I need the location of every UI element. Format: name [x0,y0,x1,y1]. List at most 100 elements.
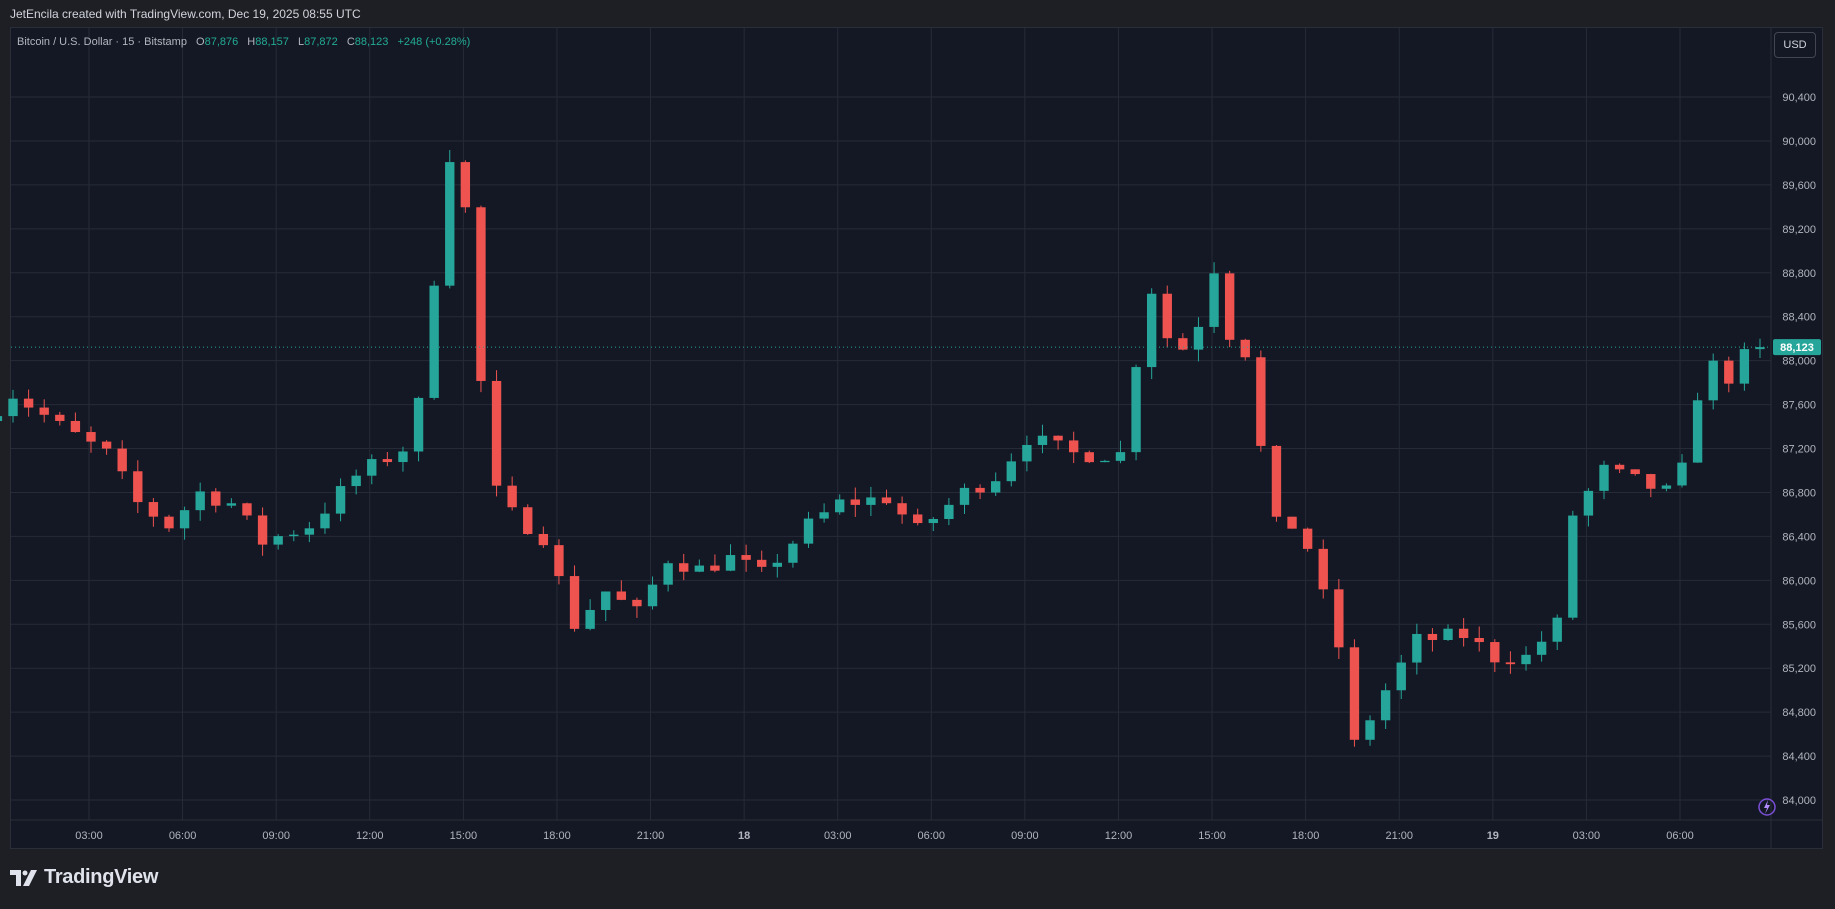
candle-body [1583,490,1594,516]
candle-body [1536,641,1547,655]
candle-body [1474,637,1484,643]
candle-body [1318,548,1328,590]
candle-body [1146,293,1157,368]
candle-body [460,162,471,208]
candle-body [382,459,393,463]
y-tick-label: 90,400 [1782,92,1816,104]
candle-body [1739,349,1750,384]
candle-body [1677,462,1687,486]
candle-body [663,563,673,585]
x-tick-label: 06:00 [169,830,197,842]
x-tick-label: 15:00 [1198,830,1226,842]
candle-body [647,584,658,607]
candle-body [1568,515,1578,618]
candle-body [1521,654,1531,665]
candle-body [1037,435,1048,445]
y-tick-label: 89,600 [1782,180,1816,192]
y-tick-label: 84,400 [1782,751,1816,763]
candle-body [273,536,283,545]
candle-body [335,486,346,514]
y-tick-label: 85,200 [1782,663,1816,675]
x-tick-label: 06:00 [918,830,946,842]
candle-body [788,543,798,563]
x-tick-label: 15:00 [450,830,478,842]
candle-body [1178,338,1188,350]
candle-body [1209,273,1219,327]
candle-body [1100,460,1110,463]
x-tick-label: 03:00 [1573,830,1601,842]
symbol-name[interactable]: Bitcoin / U.S. Dollar · 15 · Bitstamp [17,36,187,48]
candle-body [1412,633,1422,663]
candle-body [1022,444,1032,462]
candle-body [1193,326,1204,350]
x-tick-label: 12:00 [1105,830,1133,842]
candle-body [507,485,517,508]
candle-body [148,502,159,517]
y-tick-label: 86,400 [1782,531,1816,543]
candle-body [1692,400,1703,463]
y-tick-label: 88,800 [1782,268,1816,280]
x-tick-label: 21:00 [1385,830,1413,842]
grid [11,28,1771,820]
x-tick-label: 03:00 [824,830,852,842]
y-tick-label: 84,000 [1782,795,1816,807]
candle-body [1458,628,1469,638]
close-label: C [346,36,355,48]
y-tick-label: 86,800 [1782,487,1816,499]
last-price-tag [1773,339,1821,356]
candle-body [491,380,502,486]
candle-body [866,497,876,505]
candle-body [585,609,595,629]
candle-body [1443,628,1453,640]
candle-body [39,407,49,415]
candle-body [398,451,408,463]
candle-body [1646,474,1656,489]
candle-body [55,414,65,421]
candle-body [523,507,533,534]
candle-body [1755,347,1765,350]
candle-body [1006,461,1016,482]
candle-body [211,491,221,506]
candle-body [320,513,330,529]
brand-name: TradingView [44,866,159,888]
candle-body [1427,633,1438,640]
high-label: H [247,36,256,48]
candle-body [257,515,268,545]
tradingview-brand[interactable]: TradingView [10,866,158,889]
candle-body [991,481,1001,493]
candle-body [1224,273,1235,340]
lightning-icon[interactable] [1756,797,1776,817]
candle-body [897,503,907,515]
y-tick-label: 87,600 [1782,400,1816,412]
close-value: 88,123 [354,36,389,48]
candle-body [1505,662,1516,665]
open-value: 87,876 [204,36,239,48]
x-tick-label: 19 [1487,830,1499,842]
candle-body [679,563,689,572]
candle-body [757,559,767,567]
candle-body [1552,617,1562,642]
candle-body [1240,339,1250,358]
price-change: +248 (+0.28%) [397,36,471,48]
candle-body [304,528,315,535]
y-tick-label: 85,600 [1782,619,1816,631]
candle-body [975,487,985,493]
candle-body [741,555,751,560]
candle-body [850,499,860,505]
candle-body [1630,469,1640,475]
chart-credit: JetEncila created with TradingView.com, … [10,7,361,21]
x-tick-label: 18:00 [1292,830,1320,842]
candle-body [164,516,174,529]
candle-body [1614,464,1625,470]
candle-body [710,565,720,571]
candle-body [195,491,205,511]
candle-body [944,504,954,520]
candle-body [616,591,627,600]
candle-body [70,420,81,433]
candle-body [242,503,252,516]
candle-body [1131,367,1141,453]
candle-body [1349,647,1360,740]
currency-button[interactable]: USD [1774,32,1816,58]
candle-body [1380,690,1391,721]
